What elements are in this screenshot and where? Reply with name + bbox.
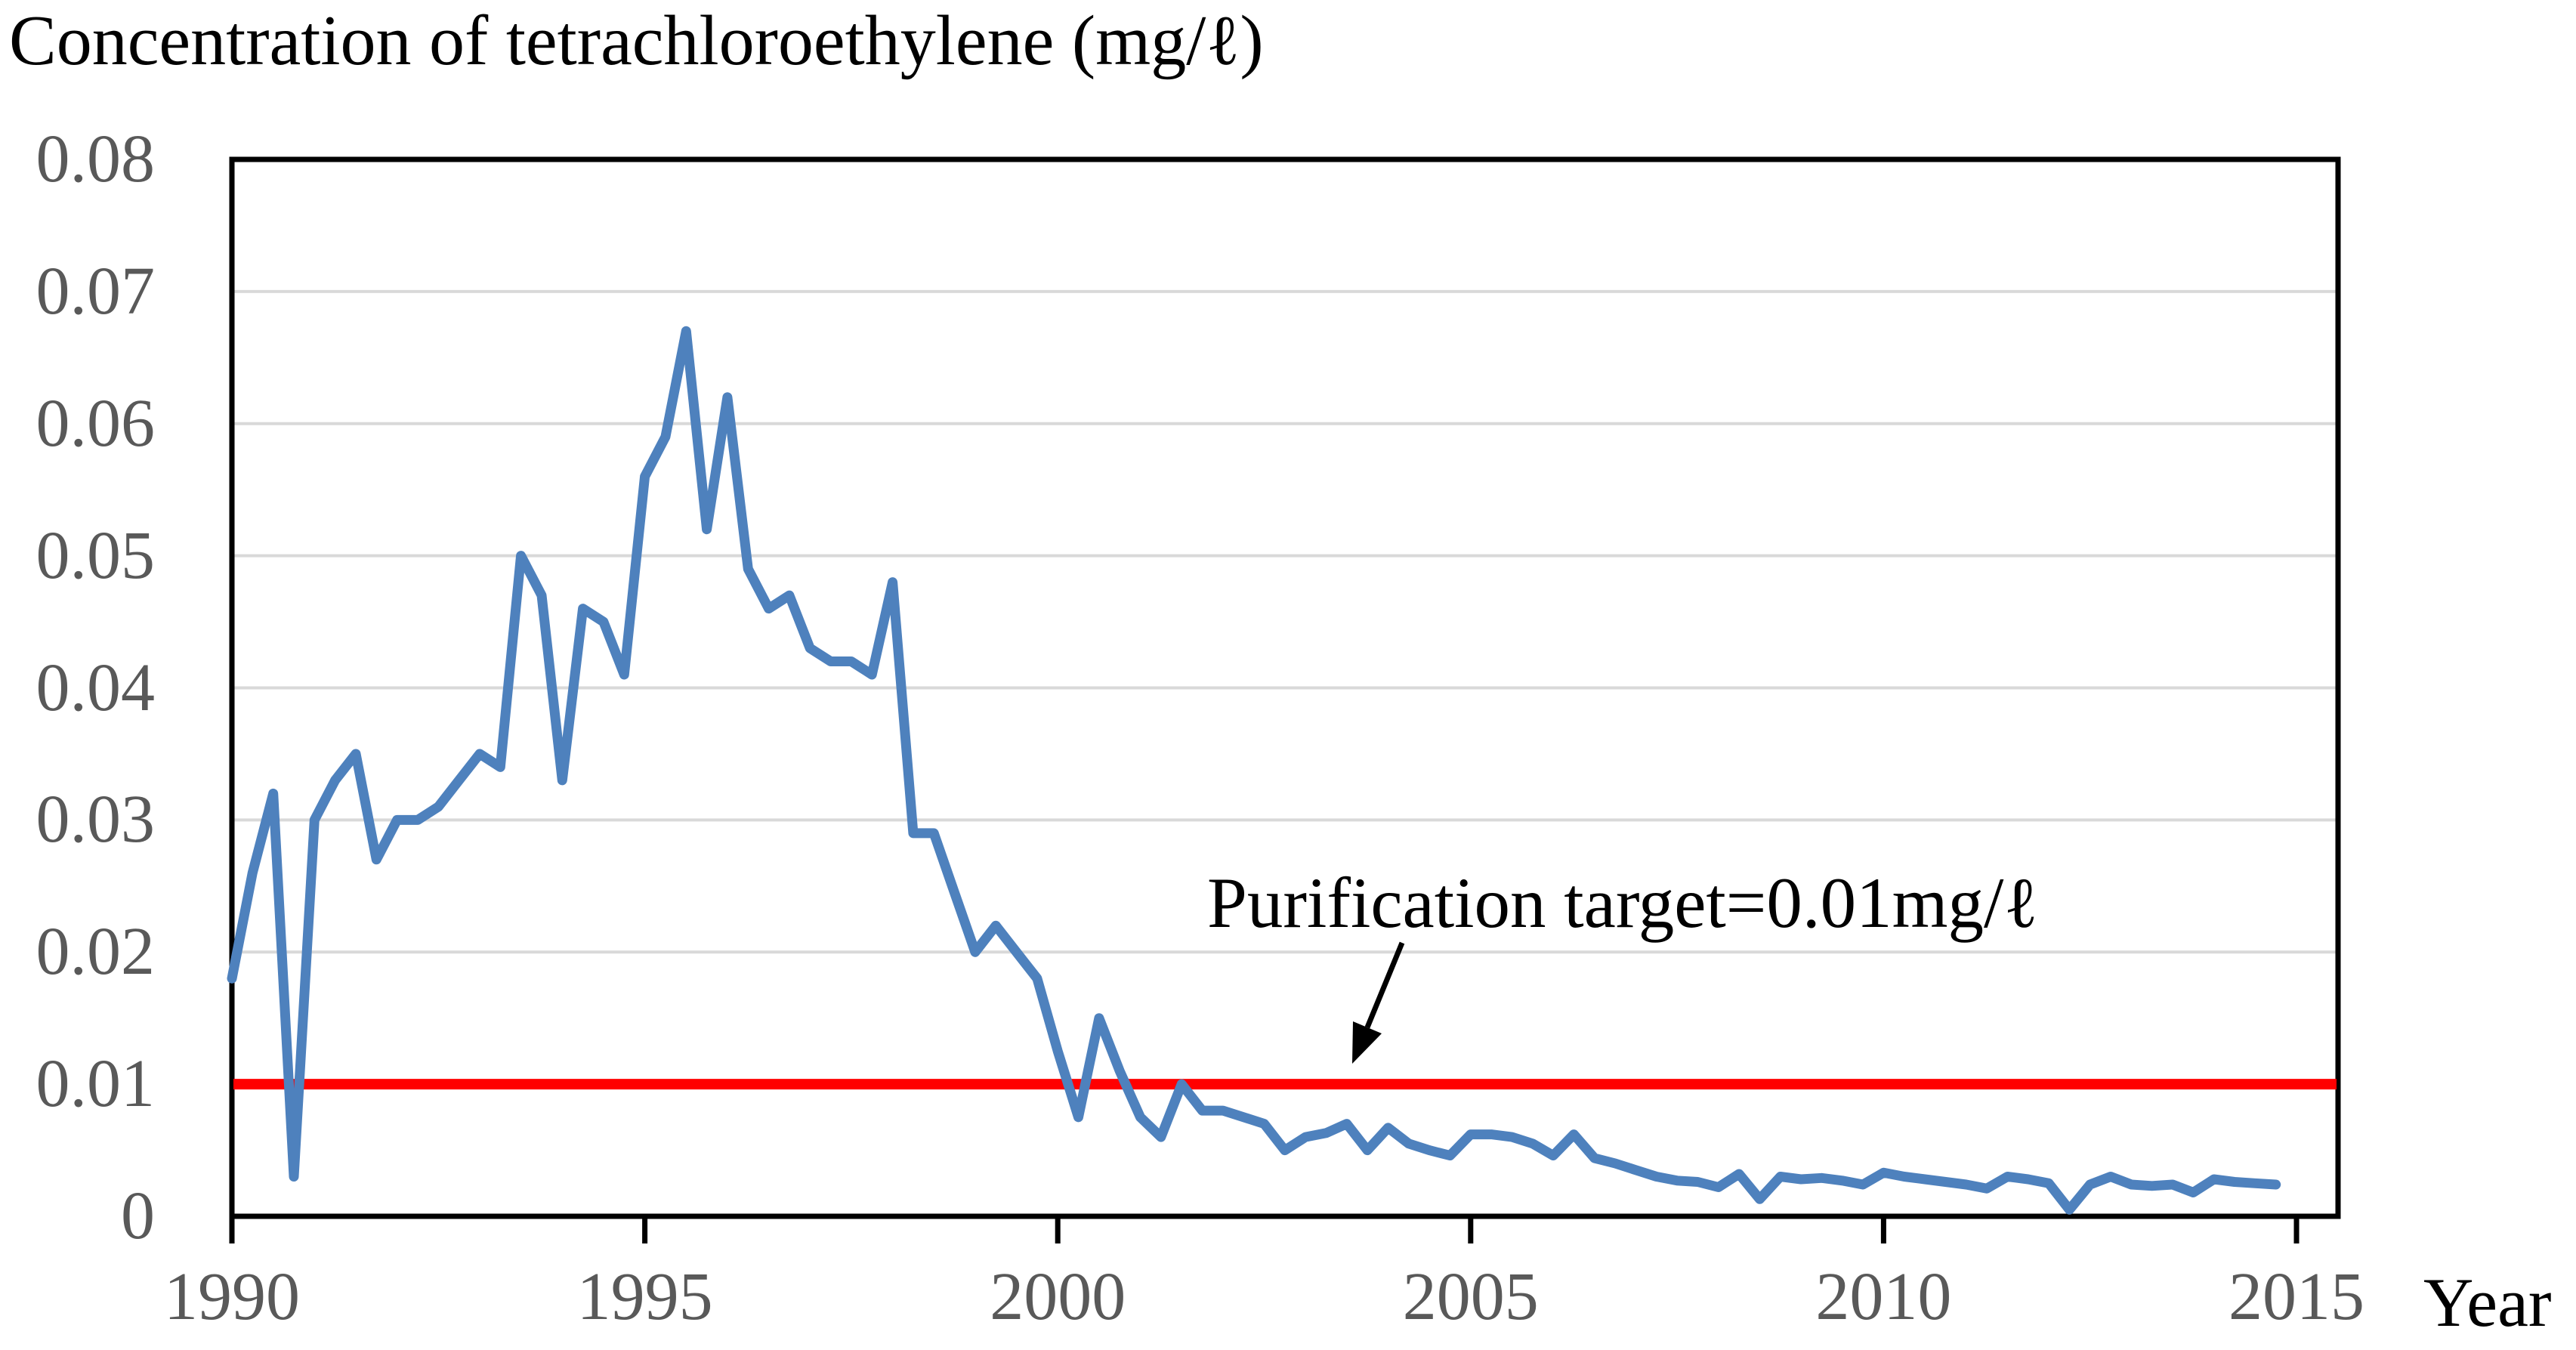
x-axis-title: Year [2423, 1264, 2552, 1341]
y-tick-label-0.08: 0.08 [36, 122, 156, 196]
y-tick-label-0.06: 0.06 [36, 385, 156, 461]
y-tick-label-0: 0 [121, 1179, 155, 1253]
x-tick-label-2015: 2015 [2229, 1259, 2364, 1334]
concentration-line [227, 326, 2281, 1215]
x-tick-label-2005: 2005 [1402, 1259, 1539, 1334]
annotation-arrow-shaft [1364, 941, 1405, 1029]
x-tick-label-1990: 1990 [164, 1259, 300, 1334]
y-tick-label-0.05: 0.05 [36, 517, 156, 593]
y-tick-label-0.02: 0.02 [36, 914, 156, 990]
annotation-arrow-head [1352, 1021, 1382, 1064]
y-tick-label-0.04: 0.04 [36, 650, 156, 725]
x-tick-label-2010: 2010 [1815, 1259, 1952, 1334]
x-tick-label-1995: 1995 [576, 1259, 713, 1334]
y-tick-label-0.01: 0.01 [36, 1046, 156, 1122]
y-tick-label-0.03: 0.03 [36, 782, 156, 857]
chart-title: Concentration of tetrachloroethylene (mg… [9, 2, 1264, 80]
x-tick-label-2000: 2000 [990, 1259, 1126, 1334]
target-annotation-label: Purification target=0.01mg/ℓ [1207, 863, 2038, 943]
plot-border [229, 156, 2341, 1219]
y-tick-label-0.07: 0.07 [36, 253, 156, 329]
